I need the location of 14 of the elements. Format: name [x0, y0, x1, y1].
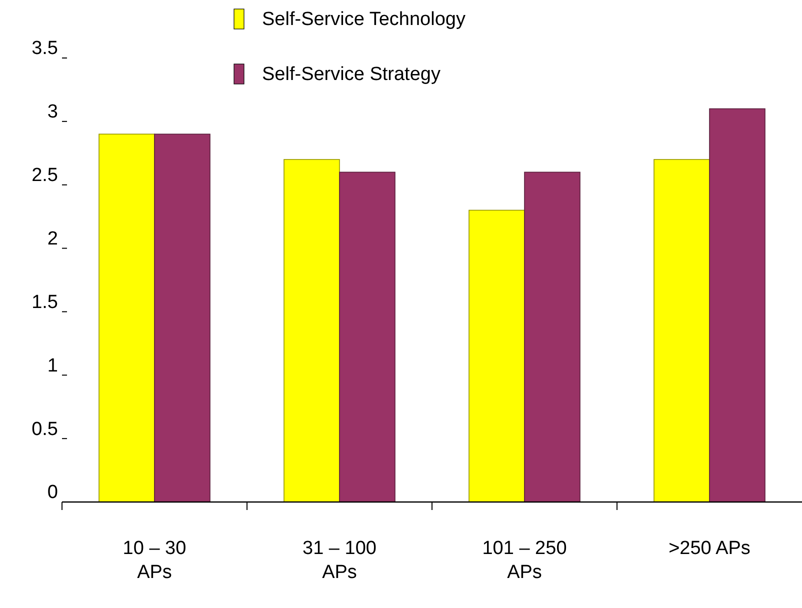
x-tick-label: >250 APs — [668, 538, 750, 559]
x-tick-label: 101 – 250 APs — [482, 538, 567, 583]
y-tick-label: 0 — [47, 482, 58, 504]
y-tick-label: 1 — [47, 355, 58, 376]
y-tick-label: 2.5 — [32, 165, 58, 186]
y-tick-label: 2 — [47, 228, 58, 250]
y-tick-label: 0.5 — [32, 418, 58, 440]
legend-label: Self-Service Technology — [262, 9, 466, 30]
y-tick-label: 3.5 — [32, 38, 58, 60]
x-tick-label: 31 – 100 APs — [302, 538, 376, 583]
y-tick-label: 3 — [47, 102, 58, 123]
legend-label: Self-Service Strategy — [262, 64, 441, 85]
y-tick-label: 1.5 — [32, 292, 58, 313]
x-tick-label: 10 – 30 APs — [122, 538, 186, 583]
